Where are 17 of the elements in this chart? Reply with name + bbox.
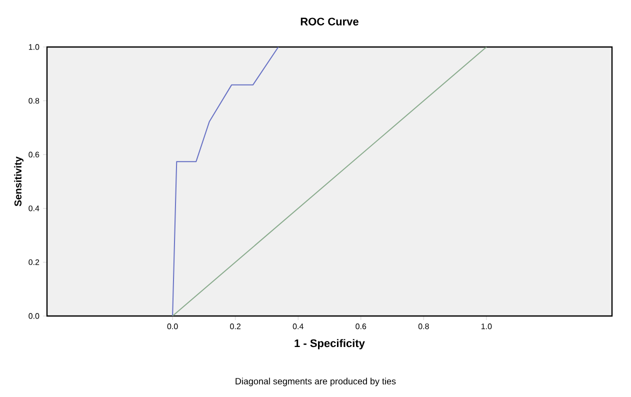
line-series [172,47,279,316]
y-tick-label: 1.0 [28,44,40,50]
y-tick-label: 0.8 [28,98,40,104]
y-tick-label: 0.6 [28,152,40,158]
text: Diagonal segments are produced by ties [236,378,396,386]
x-tick-label: 0.6 [356,324,366,330]
x-axis-title: 1 - Specificity [294,339,365,350]
y-axis-title: Sensitivity [14,156,24,206]
y-tick-label: 0.4 [28,206,40,212]
y-tick-label: 0.2 [28,259,40,266]
chart-title: ROC Curve [300,18,358,26]
x-tick-label: 0.4 [292,324,304,330]
x-tick-label: 0.0 [167,324,178,330]
x-tick-label: 0.2 [230,324,240,330]
y-tick-label: 0.0 [28,313,40,319]
x-tick-label: 1.0 [482,324,492,330]
x-tick-label: 0.8 [418,324,429,330]
